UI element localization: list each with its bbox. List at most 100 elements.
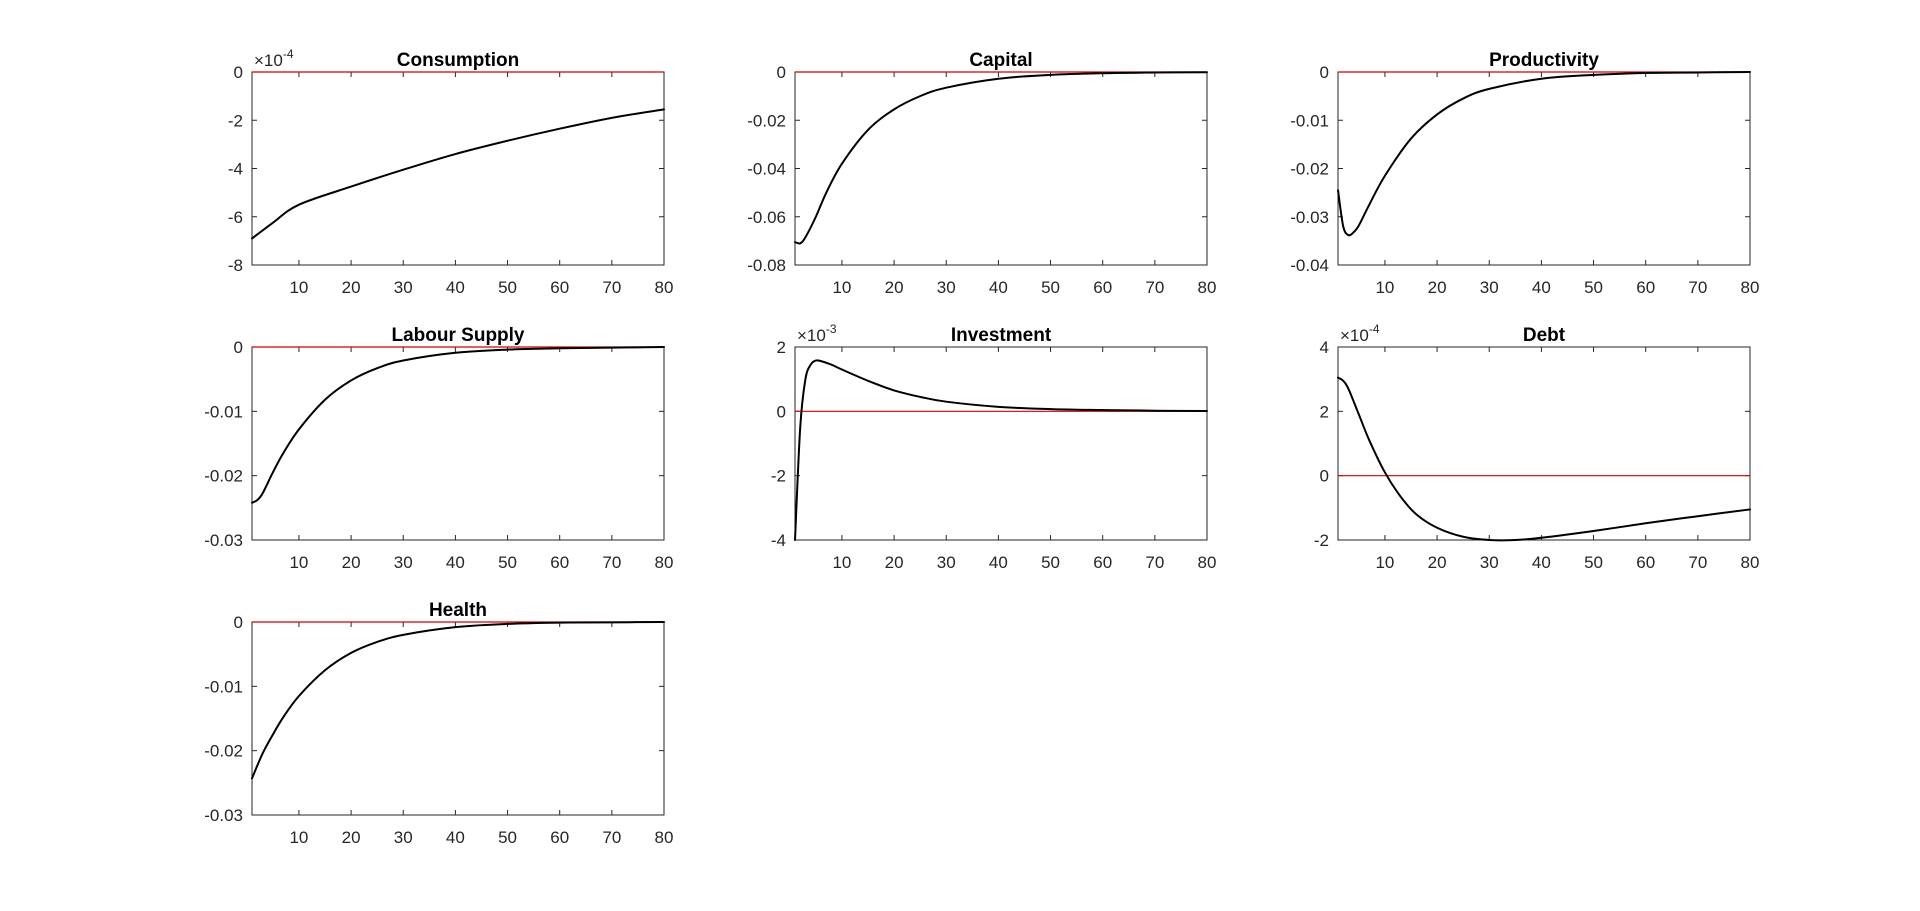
x-tick-label: 50	[1584, 278, 1603, 297]
x-tick-label: 60	[1636, 278, 1655, 297]
x-tick-label: 40	[989, 553, 1008, 572]
x-tick-label: 70	[1145, 553, 1164, 572]
x-tick-label: 80	[655, 828, 674, 847]
x-tick-label: 10	[832, 278, 851, 297]
y-tick-label: -4	[228, 160, 243, 179]
y-tick-label: -0.01	[1290, 111, 1329, 130]
y-tick-label: -2	[771, 467, 786, 486]
x-tick-label: 50	[1584, 553, 1603, 572]
y-tick-label: -4	[771, 531, 786, 550]
x-tick-label: 30	[1480, 278, 1499, 297]
x-tick-label: 30	[394, 553, 413, 572]
axes-box	[1337, 346, 1751, 541]
x-tick-label: 70	[602, 828, 621, 847]
y-tick-label: 2	[777, 338, 786, 357]
y-tick-label: 0	[1320, 467, 1329, 486]
x-tick-label: 10	[289, 553, 308, 572]
y-tick-label: -0.08	[747, 256, 786, 275]
y-tick-label: -0.03	[204, 531, 243, 550]
y-exponent-label: ×10-4	[254, 47, 294, 70]
axes-box	[251, 71, 665, 266]
panel-debt: 10 20 30 40 50 60 70 80 -2 0 2 4 ×10-4 Debt	[1314, 322, 1760, 572]
x-tick-label: 20	[885, 553, 904, 572]
panel-title: Labour Supply	[392, 325, 525, 346]
y-exponent-value: -4	[1369, 322, 1380, 336]
x-tick-label: 20	[342, 553, 361, 572]
x-tick-label: 20	[1428, 278, 1447, 297]
y-tick-label: -0.03	[204, 806, 243, 825]
axes-box	[251, 346, 665, 541]
panel-title: Capital	[969, 50, 1032, 71]
x-tick-label: 50	[498, 828, 517, 847]
x-tick-label: 20	[1428, 553, 1447, 572]
x-tick-label: 30	[1480, 553, 1499, 572]
y-exponent-label: ×10-3	[797, 322, 837, 345]
panel-title: Debt	[1523, 325, 1566, 346]
y-tick-label: -0.02	[204, 467, 243, 486]
y-tick-label: 0	[777, 402, 786, 421]
response-series-line	[1337, 376, 1751, 542]
y-tick-label: 0	[1320, 63, 1329, 82]
panel-investment: 10 20 30 40 50 60 70 80 -4 -2 0 2 ×10-3 Investment	[771, 322, 1217, 572]
x-tick-label: 40	[446, 278, 465, 297]
panel-labour-supply: 10 20 30 40 50 60 70 80 -0.03 -0.02 -0.01 0 Labour S…	[204, 325, 673, 572]
axes-box	[251, 621, 665, 816]
y-tick-label: -0.03	[1290, 208, 1329, 227]
response-series-line	[251, 108, 665, 240]
panel-health: 10 20 30 40 50 60 70 80 -0.03 -0.02 -0.01 0 Health	[204, 600, 673, 847]
y-tick-label: -0.04	[1290, 256, 1329, 275]
x-tick-label: 40	[446, 553, 465, 572]
y-tick-label: -0.02	[204, 742, 243, 761]
y-tick-label: 0	[777, 63, 786, 82]
y-tick-label: 0	[234, 338, 243, 357]
x-tick-label: 50	[498, 278, 517, 297]
x-tick-label: 80	[1741, 553, 1760, 572]
response-series-line	[1337, 71, 1751, 237]
panel-title: Consumption	[397, 50, 519, 71]
x-tick-label: 10	[289, 278, 308, 297]
x-tick-label: 70	[602, 278, 621, 297]
panel-productivity: 10 20 30 40 50 60 70 80 -0.04 -0.03 -0.02 -0.01 0 Pro…	[1290, 50, 1759, 297]
panel-capital: 10 20 30 40 50 60 70 80 -0.08 -0.06 -0.04 -0.02 0 Cap…	[747, 50, 1216, 297]
response-series-line	[794, 359, 1208, 541]
x-tick-label: 10	[1375, 278, 1394, 297]
x-tick-label: 60	[1093, 553, 1112, 572]
x-tick-label: 30	[937, 553, 956, 572]
y-exponent-value: -4	[283, 47, 294, 61]
y-exponent-value: -3	[826, 322, 837, 336]
x-tick-label: 80	[1198, 553, 1217, 572]
y-tick-label: -8	[228, 256, 243, 275]
y-tick-label: 2	[1320, 402, 1329, 421]
y-tick-label: -0.01	[204, 402, 243, 421]
y-tick-label: -0.04	[747, 160, 786, 179]
x-tick-label: 60	[550, 828, 569, 847]
x-tick-label: 30	[937, 278, 956, 297]
y-tick-label: 0	[234, 63, 243, 82]
x-tick-label: 50	[1041, 553, 1060, 572]
x-tick-label: 70	[1145, 278, 1164, 297]
x-tick-label: 40	[446, 828, 465, 847]
y-tick-label: -0.02	[747, 111, 786, 130]
y-tick-label: -2	[1314, 531, 1329, 550]
response-series-line	[251, 621, 665, 780]
x-tick-label: 70	[602, 553, 621, 572]
axes-box	[794, 71, 1208, 266]
x-tick-label: 80	[1198, 278, 1217, 297]
x-tick-label: 80	[655, 278, 674, 297]
x-tick-label: 50	[1041, 278, 1060, 297]
x-tick-label: 50	[498, 553, 517, 572]
y-tick-label: 4	[1320, 338, 1329, 357]
y-exponent-label: ×10-4	[1340, 322, 1380, 345]
x-tick-label: 80	[655, 553, 674, 572]
x-tick-label: 60	[1093, 278, 1112, 297]
x-tick-label: 70	[1688, 553, 1707, 572]
y-tick-label: -2	[228, 111, 243, 130]
x-tick-label: 60	[550, 553, 569, 572]
axes-box	[1337, 71, 1751, 266]
x-tick-label: 60	[1636, 553, 1655, 572]
x-tick-label: 10	[1375, 553, 1394, 572]
response-series-line	[251, 346, 665, 504]
x-tick-label: 30	[394, 278, 413, 297]
x-tick-label: 20	[342, 828, 361, 847]
